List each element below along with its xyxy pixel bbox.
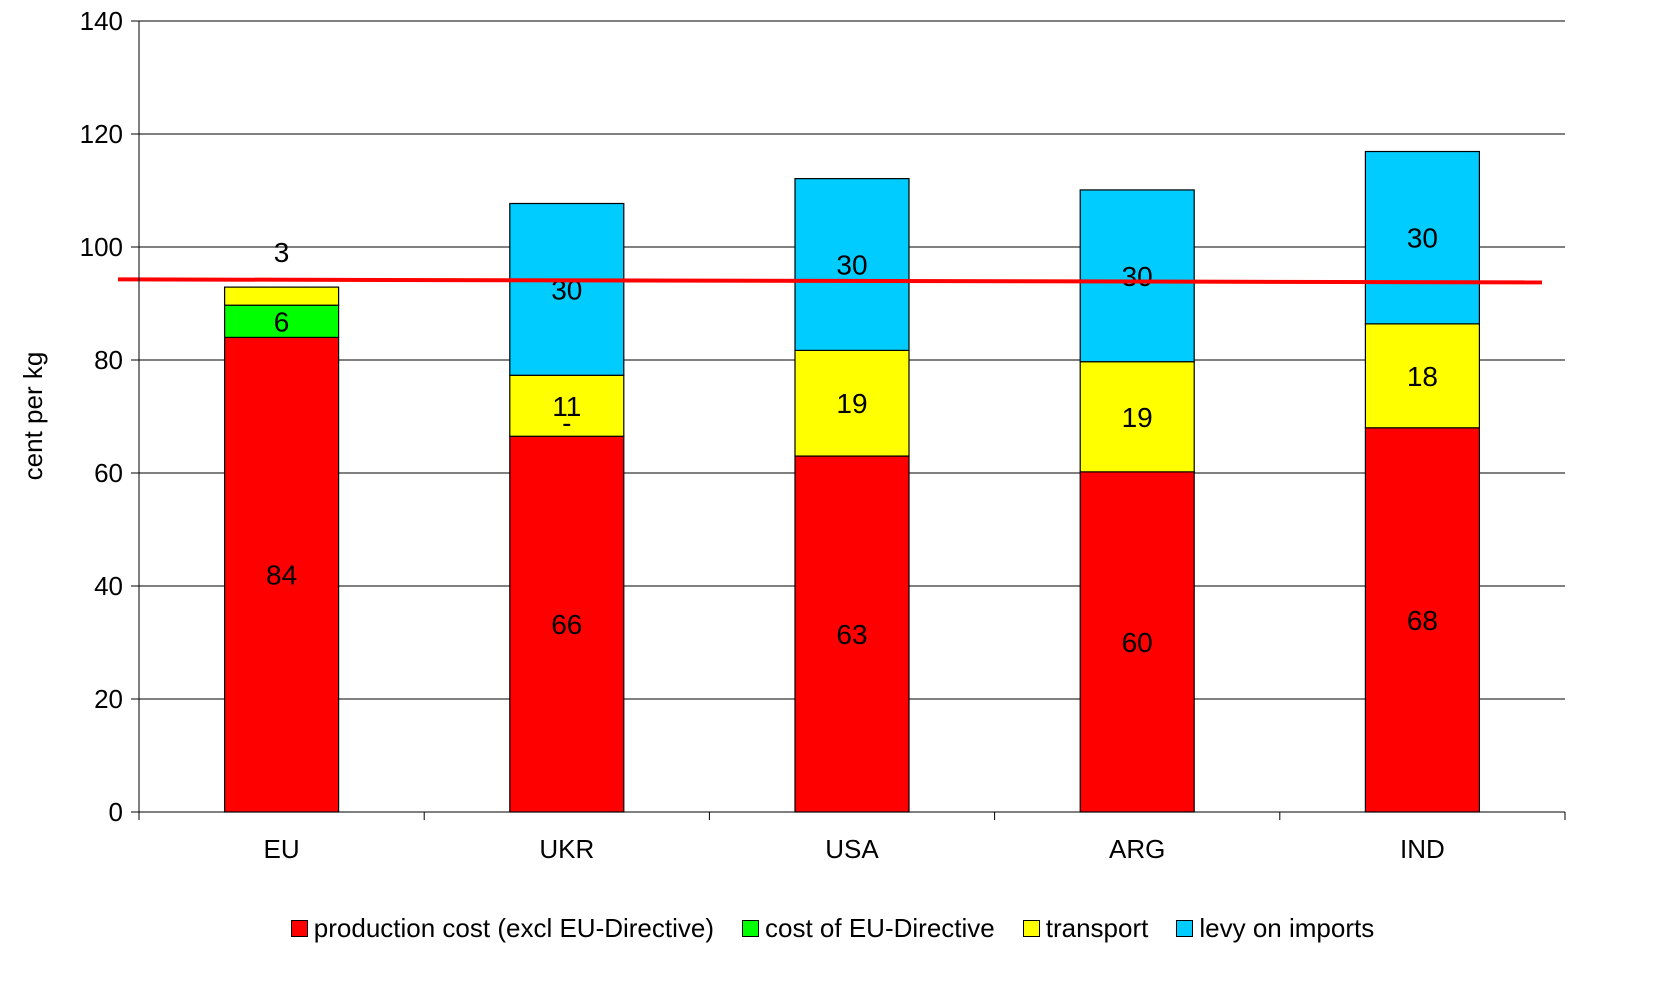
y-tick-label: 60 <box>94 458 123 488</box>
data-label: - <box>562 407 571 438</box>
legend-item: levy on imports <box>1176 913 1374 944</box>
bar-segment <box>1079 189 1195 363</box>
y-tick-label: 0 <box>109 797 123 827</box>
legend: production cost (excl EU-Directive) cost … <box>0 908 1665 948</box>
bar-segment <box>509 202 625 376</box>
data-label: 60 <box>1122 627 1153 658</box>
y-tick-label: 20 <box>94 684 123 714</box>
data-label: 63 <box>836 619 867 650</box>
bar-segment <box>1364 150 1481 325</box>
data-label: 11 <box>552 391 581 422</box>
data-label: 19 <box>1122 402 1153 433</box>
bar-segment <box>794 455 910 813</box>
bar-segment <box>794 349 910 457</box>
bar-segment <box>224 286 340 306</box>
legend-item: production cost (excl EU-Directive) <box>290 912 715 944</box>
reference-line-group <box>117 277 1543 285</box>
y-axis-title: cent per kg <box>18 352 48 481</box>
y-tick-label: 100 <box>80 232 123 262</box>
bar-segment <box>1079 361 1195 473</box>
reference-line <box>117 277 1543 285</box>
legend-swatch <box>1022 919 1040 937</box>
legend-item: cost of EU-Directive <box>742 913 995 944</box>
y-tick-label: 80 <box>94 345 123 375</box>
legend-label: cost of EU-Directive <box>765 912 995 943</box>
data-label: 19 <box>836 388 867 419</box>
y-tick-label: 140 <box>80 6 123 36</box>
data-label: 18 <box>1407 361 1438 392</box>
axes: 0 20 40 60 80 100 120 140 EU UKR USA ARG IND <box>80 6 1566 864</box>
data-label: 84 <box>266 560 297 591</box>
data-label: 3 <box>274 237 290 268</box>
data-label: 66 <box>551 609 582 640</box>
x-tick-label: UKR <box>539 834 594 864</box>
data-label: 30 <box>1407 223 1438 254</box>
x-tick-label: USA <box>825 834 879 864</box>
bar-segment <box>794 178 910 351</box>
bar-segment <box>1364 323 1481 429</box>
bar-segment <box>1364 427 1481 813</box>
legend-label: transport <box>1045 912 1149 943</box>
legend-item: transport <box>1022 912 1149 944</box>
bar-segment <box>1079 471 1195 813</box>
legend-label: levy on imports <box>1199 912 1375 943</box>
data-label: 30 <box>836 250 867 281</box>
legend-swatch <box>1176 919 1194 937</box>
legend-label: production cost (excl EU-Directive) <box>313 912 715 943</box>
x-tick-label: IND <box>1400 834 1445 864</box>
data-label: 30 <box>1122 261 1153 292</box>
data-label: 6 <box>274 306 290 337</box>
y-tick-label: 120 <box>80 119 123 149</box>
legend-swatch <box>290 919 308 937</box>
x-tick-label: ARG <box>1109 834 1165 864</box>
bar-segment <box>509 374 625 437</box>
legend-swatch <box>742 919 760 937</box>
y-tick-label: 40 <box>94 571 123 601</box>
data-label: 68 <box>1407 605 1438 636</box>
x-tick-label: EU <box>264 834 300 864</box>
bar-segment <box>224 304 340 339</box>
